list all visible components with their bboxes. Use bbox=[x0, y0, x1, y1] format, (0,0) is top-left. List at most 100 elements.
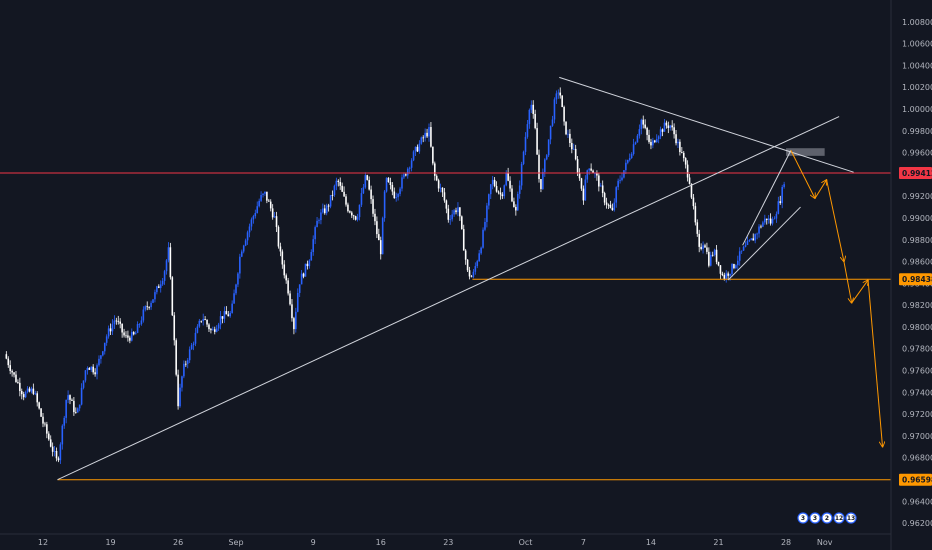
candle-body bbox=[30, 388, 33, 392]
candle-body bbox=[646, 127, 648, 135]
event-badge[interactable] bbox=[797, 512, 809, 524]
candle-body bbox=[173, 315, 176, 341]
y-tick-label: 1.00400 bbox=[902, 61, 932, 70]
candle-body bbox=[24, 392, 27, 398]
rising-support-trendline[interactable] bbox=[57, 116, 840, 481]
event-badges[interactable]: 3 3 2 12 13 bbox=[797, 512, 857, 524]
candle-body bbox=[44, 423, 46, 425]
candle-body bbox=[333, 185, 336, 196]
resistance-zone-box[interactable] bbox=[786, 148, 825, 156]
candle-body bbox=[432, 146, 434, 164]
forecast-path-layer bbox=[790, 150, 883, 447]
candle-body bbox=[451, 214, 453, 220]
forecast-segment[interactable] bbox=[843, 261, 852, 303]
forecast-segment[interactable] bbox=[851, 280, 868, 304]
candle-body bbox=[603, 193, 606, 203]
y-tick-label: 1.00800 bbox=[902, 18, 932, 27]
candle-body bbox=[572, 148, 575, 150]
candle-body bbox=[28, 388, 31, 392]
candle-body bbox=[144, 306, 147, 310]
candle-body bbox=[750, 238, 753, 241]
candle-body bbox=[661, 129, 664, 132]
candle-body bbox=[692, 197, 695, 207]
forecast-segment[interactable] bbox=[867, 280, 882, 447]
price-axis-tags: 0.99412 0.98438 0.96598 bbox=[899, 167, 932, 486]
candle-body bbox=[499, 192, 502, 195]
candle-body bbox=[642, 119, 645, 125]
candle-body bbox=[628, 158, 631, 160]
candle-body bbox=[551, 119, 554, 126]
candle-body bbox=[731, 264, 733, 274]
candle-body bbox=[381, 218, 384, 255]
event-badge[interactable] bbox=[809, 512, 821, 524]
candle-body bbox=[22, 394, 25, 398]
x-tick-label: 9 bbox=[311, 538, 316, 547]
event-badge[interactable] bbox=[833, 512, 845, 524]
candle-body bbox=[418, 143, 421, 152]
event-badge[interactable] bbox=[821, 512, 833, 524]
time-axis[interactable]: 12 19 26 Sep 9 16 23 Oct 7 14 21 28 Nov bbox=[38, 538, 833, 547]
event-badge[interactable] bbox=[845, 512, 857, 524]
candle-body bbox=[665, 122, 668, 126]
candle-body bbox=[569, 133, 571, 143]
candle-body bbox=[260, 195, 262, 201]
channel-upper-line[interactable] bbox=[742, 150, 792, 246]
candle-body bbox=[316, 220, 318, 228]
channel-lower-line[interactable] bbox=[727, 206, 801, 281]
candle-body bbox=[623, 170, 625, 178]
candle-body bbox=[505, 173, 507, 186]
candle-body bbox=[507, 173, 509, 181]
candle-body bbox=[275, 216, 278, 227]
plot-area[interactable] bbox=[0, 76, 891, 481]
candle-body bbox=[289, 293, 291, 305]
candle-body bbox=[240, 251, 243, 257]
candle-body bbox=[426, 132, 428, 137]
candle-body bbox=[360, 193, 363, 205]
candle-body bbox=[322, 208, 324, 213]
candle-body bbox=[138, 324, 141, 325]
x-tick-label: Nov bbox=[817, 538, 833, 547]
candle-body bbox=[777, 201, 780, 214]
forecast-segment[interactable] bbox=[790, 150, 815, 198]
y-tick-label: 0.98200 bbox=[902, 301, 932, 310]
candle-body bbox=[640, 119, 643, 130]
candle-body bbox=[598, 175, 600, 187]
candle-body bbox=[542, 172, 544, 189]
candle-body bbox=[300, 273, 303, 285]
candle-body bbox=[690, 183, 693, 198]
candle-body bbox=[107, 328, 110, 337]
candle-body bbox=[163, 271, 166, 281]
candle-body bbox=[742, 246, 745, 251]
candle-body bbox=[231, 303, 233, 313]
candle-body bbox=[181, 376, 183, 388]
forecast-segment[interactable] bbox=[826, 179, 844, 262]
candle-body bbox=[657, 136, 660, 140]
candle-body bbox=[482, 229, 484, 248]
forecast-segment[interactable] bbox=[814, 180, 827, 199]
candle-body bbox=[287, 280, 289, 294]
candle-body bbox=[117, 320, 120, 322]
candle-body bbox=[347, 204, 349, 212]
y-tick-label: 0.97600 bbox=[902, 367, 932, 376]
candle-body bbox=[372, 199, 374, 214]
candle-body bbox=[63, 417, 66, 426]
candle-body bbox=[42, 416, 44, 424]
candle-body bbox=[310, 252, 313, 261]
falling-resistance-trendline[interactable] bbox=[559, 76, 854, 173]
candle-body bbox=[601, 185, 604, 194]
candle-body bbox=[57, 458, 60, 461]
candle-body bbox=[213, 329, 216, 332]
y-tick-label: 0.96800 bbox=[902, 454, 932, 463]
candle-body bbox=[513, 201, 515, 207]
candle-body bbox=[582, 188, 585, 201]
candle-body bbox=[55, 451, 58, 459]
candle-body bbox=[455, 210, 457, 213]
candle-body bbox=[273, 216, 276, 218]
candle-body bbox=[682, 152, 685, 159]
candle-body bbox=[704, 245, 706, 248]
candle-body bbox=[103, 342, 106, 352]
candle-body bbox=[314, 227, 316, 240]
candle-body bbox=[113, 320, 116, 325]
candle-body bbox=[420, 137, 423, 144]
